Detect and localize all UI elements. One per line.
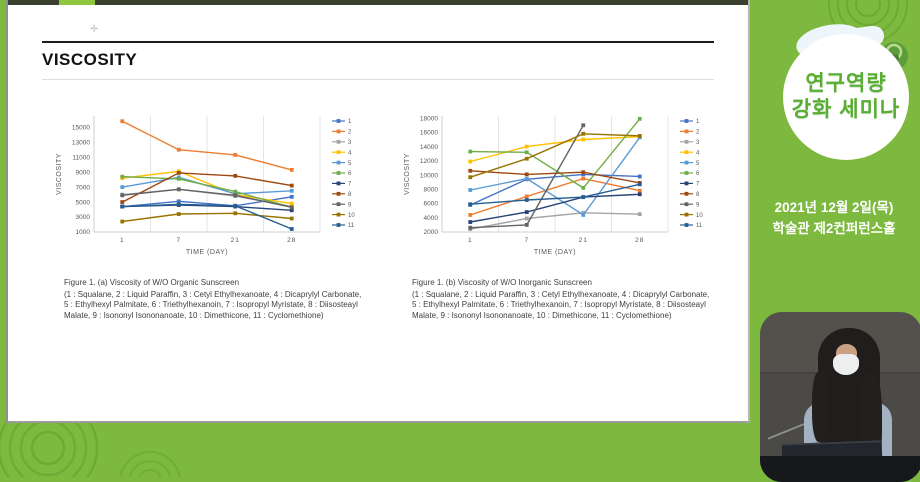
svg-text:7000: 7000 [76,184,91,191]
svg-text:TIME (DAY): TIME (DAY) [186,249,228,256]
svg-text:18000: 18000 [420,115,438,122]
window-top-bar-accent [59,0,95,5]
svg-text:1: 1 [468,237,473,244]
presenter-hair-strand-left [812,372,828,442]
organic-chart-block: 1000 3000 5000 7000 9000 11000 13000 15000 1 7 21 2… [52,110,384,321]
figure-caption-b-body: (1 : Squalane, 2 : Liquid Paraffin, 3 : … [412,289,710,320]
svg-text:28: 28 [287,237,296,244]
title-rule [42,41,714,43]
svg-text:10: 10 [696,213,703,219]
svg-text:7: 7 [176,237,181,244]
seminar-badge: 연구역량 강화 세미나 [783,34,909,160]
svg-text:7: 7 [696,182,700,188]
svg-text:11000: 11000 [72,154,90,161]
svg-text:28: 28 [635,237,644,244]
svg-text:15000: 15000 [72,124,90,131]
svg-text:11: 11 [348,223,355,229]
svg-text:9000: 9000 [76,169,91,176]
svg-text:9: 9 [696,202,700,208]
svg-text:3: 3 [696,140,700,146]
title-underline [42,79,714,80]
figure-caption-b-title: Figure 1. (b) Viscosity of W/O Inorganic… [412,278,592,287]
svg-text:4: 4 [696,150,700,156]
viscosity-chart-inorganic: 2000 4000 6000 8000 10000 12000 14000 16000 1800… [404,115,703,256]
svg-text:9: 9 [348,202,352,208]
svg-text:8: 8 [696,192,700,198]
seminar-date-block: 2021년 12월 2일(목) 학술관 제2컨퍼런스홀 [748,198,920,240]
figure-caption-a-title: Figure 1. (a) Viscosity of W/O Organic S… [64,278,240,287]
podium [760,456,920,482]
svg-text:3000: 3000 [76,214,91,221]
svg-text:5000: 5000 [76,199,91,206]
svg-text:4000: 4000 [424,215,439,222]
svg-text:11: 11 [696,223,703,229]
svg-text:1: 1 [348,119,352,125]
pointer-cursor-icon: ✛ [90,24,99,35]
svg-text:5: 5 [348,161,352,167]
svg-text:21: 21 [231,237,240,244]
svg-text:VISCOSITY: VISCOSITY [56,153,63,195]
figure-caption-b: Figure 1. (b) Viscosity of W/O Inorganic… [400,278,712,321]
svg-text:12000: 12000 [420,158,438,165]
svg-text:1: 1 [120,237,125,244]
svg-text:VISCOSITY: VISCOSITY [404,153,411,195]
svg-text:8: 8 [348,192,352,198]
page-title: VISCOSITY [42,50,138,69]
svg-text:4: 4 [348,150,352,156]
charts-row: 1000 3000 5000 7000 9000 11000 13000 15000 1 7 21 2… [52,110,732,321]
inorganic-chart-block: 2000 4000 6000 8000 10000 12000 14000 16000 1800… [400,110,732,321]
svg-text:2000: 2000 [424,229,439,236]
presenter-video [760,312,920,482]
svg-text:6: 6 [348,171,352,177]
svg-text:1000: 1000 [76,229,91,236]
svg-text:2: 2 [348,130,352,136]
svg-text:TIME (DAY): TIME (DAY) [534,249,576,256]
svg-text:7: 7 [348,182,352,188]
figure-caption-a: Figure 1. (a) Viscosity of W/O Organic S… [52,278,364,321]
seminar-location: 학술관 제2컨퍼런스홀 [772,220,896,236]
svg-text:6: 6 [696,171,700,177]
presentation-slide: ✛ VISCOSITY 1000 3000 5000 7000 9000 11000 130… [6,0,750,423]
svg-text:14000: 14000 [420,144,438,151]
face-mask [833,354,859,375]
svg-text:21: 21 [579,237,588,244]
svg-text:5: 5 [696,161,700,167]
svg-text:16000: 16000 [420,130,438,137]
svg-text:6000: 6000 [424,201,439,208]
window-top-bar [8,0,748,5]
svg-text:1: 1 [696,119,700,125]
seminar-date: 2021년 12월 2일(목) [774,200,894,215]
svg-text:3: 3 [348,140,352,146]
seminar-badge-line2: 강화 세미나 [791,98,901,121]
svg-text:2: 2 [696,130,700,136]
figure-caption-a-body: (1 : Squalane, 2 : Liquid Paraffin, 3 : … [64,289,362,320]
svg-text:10000: 10000 [420,172,438,179]
svg-text:7: 7 [524,237,529,244]
svg-text:13000: 13000 [72,139,90,146]
svg-text:10: 10 [348,213,355,219]
svg-text:8000: 8000 [424,187,439,194]
seminar-badge-line1: 연구역량 [805,71,887,95]
